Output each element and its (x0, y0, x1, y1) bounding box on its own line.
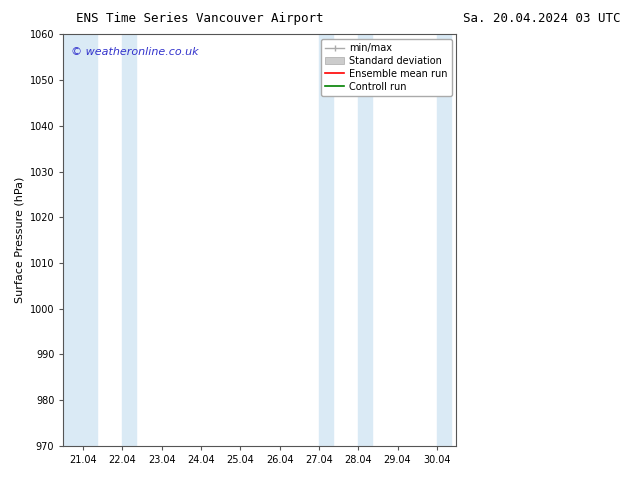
Text: Sa. 20.04.2024 03 UTC: Sa. 20.04.2024 03 UTC (463, 12, 620, 25)
Y-axis label: Surface Pressure (hPa): Surface Pressure (hPa) (14, 177, 24, 303)
Bar (358, 34, 372, 446)
Bar (83, 34, 97, 446)
Text: ENS Time Series Vancouver Airport: ENS Time Series Vancouver Airport (76, 12, 323, 25)
Bar (437, 34, 451, 446)
Bar (63, 34, 83, 446)
Bar (122, 34, 136, 446)
Text: © weatheronline.co.uk: © weatheronline.co.uk (71, 47, 199, 57)
Legend: min/max, Standard deviation, Ensemble mean run, Controll run: min/max, Standard deviation, Ensemble me… (321, 39, 451, 96)
Bar (319, 34, 333, 446)
